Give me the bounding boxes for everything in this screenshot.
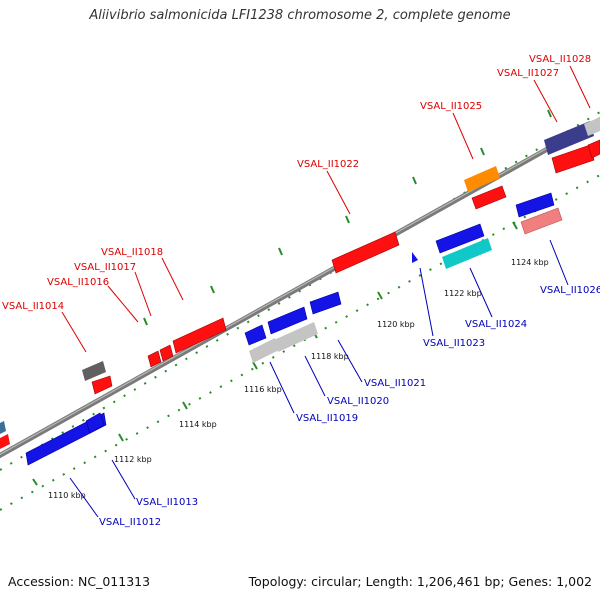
gene-box-gray-a[interactable] bbox=[249, 338, 279, 363]
leader-vsal-ii1028 bbox=[569, 65, 591, 109]
gene-arrow-vsal-ii1024[interactable] bbox=[442, 238, 492, 269]
leader-vsal-ii1024 bbox=[469, 267, 493, 318]
gene-arrow-vsal-ii1018[interactable] bbox=[172, 317, 227, 354]
leader-vsal-ii1027 bbox=[533, 79, 558, 123]
chromosome-backbone bbox=[0, 116, 600, 459]
tick-mark-fwd-f bbox=[480, 147, 485, 156]
reverse-tick-guide bbox=[0, 174, 600, 511]
gene-arrow-vsal-ii1017[interactable] bbox=[159, 344, 174, 362]
gene-arrow-red-b[interactable] bbox=[471, 185, 507, 210]
gene-label-vsal-ii1018[interactable]: VSAL_II1018 bbox=[101, 247, 163, 258]
leader-vsal-ii1012 bbox=[69, 477, 99, 518]
gene-box-darkgray[interactable] bbox=[82, 361, 106, 381]
gene-box-gray-right[interactable] bbox=[584, 117, 600, 136]
gene-arrow-red-left[interactable] bbox=[0, 434, 10, 449]
gene-arrow-vsal-ii1023[interactable] bbox=[412, 252, 418, 263]
gene-label-vsal-ii1025[interactable]: VSAL_II1025 bbox=[420, 101, 482, 112]
tick-mark-fwd-b bbox=[210, 285, 215, 294]
gene-arrow-vsal-ii1026[interactable] bbox=[520, 207, 563, 235]
tick-label-1114: 1114 kbp bbox=[179, 420, 217, 429]
gene-label-vsal-ii1014[interactable]: VSAL_II1014 bbox=[2, 301, 64, 312]
gene-label-vsal-ii1016[interactable]: VSAL_II1016 bbox=[47, 277, 109, 288]
tick-label-1116: 1116 kbp bbox=[244, 385, 282, 394]
tick-label-1110: 1110 kbp bbox=[48, 491, 86, 500]
leader-vsal-ii1019 bbox=[269, 361, 295, 414]
gene-label-vsal-ii1019[interactable]: VSAL_II1019 bbox=[296, 413, 358, 424]
gene-label-vsal-ii1026[interactable]: VSAL_II1026 bbox=[540, 285, 600, 296]
tick-mark-1116 bbox=[252, 361, 258, 370]
tick-mark-fwd-c bbox=[278, 247, 283, 256]
tick-mark-1110 bbox=[32, 478, 38, 486]
gene-label-vsal-ii1012[interactable]: VSAL_II1012 bbox=[99, 517, 161, 528]
tick-mark-1120 bbox=[377, 291, 383, 300]
leader-vsal-ii1025 bbox=[452, 112, 474, 160]
tick-mark-fwd-e bbox=[412, 176, 417, 185]
gene-box-navy[interactable] bbox=[544, 121, 594, 155]
gene-arrow-vsal-ii1022[interactable] bbox=[331, 231, 400, 274]
map-title: Aliivibrio salmonicida LFI1238 chromosom… bbox=[89, 8, 511, 23]
leader-vsal-ii1026 bbox=[549, 239, 569, 286]
gene-arrow-vsal-ii1013[interactable] bbox=[85, 412, 105, 434]
gene-arrow-vsal-ii1028[interactable] bbox=[587, 139, 600, 159]
leader-vsal-ii1013 bbox=[111, 459, 136, 500]
gene-arrow-teal[interactable] bbox=[0, 421, 6, 434]
gene-arrow-vsal-ii1027[interactable] bbox=[551, 144, 595, 174]
tick-label-1120: 1120 kbp bbox=[377, 320, 415, 329]
gene-arrow-blue-small[interactable] bbox=[244, 324, 267, 346]
tick-mark-fwd-g bbox=[547, 109, 552, 118]
leader-vsal-ii1018 bbox=[161, 257, 184, 301]
gene-arrow-vsal-ii1025[interactable] bbox=[464, 166, 500, 192]
gene-arrow-vsal-ii1021[interactable] bbox=[309, 291, 342, 315]
gene-label-vsal-ii1027[interactable]: VSAL_II1027 bbox=[497, 68, 559, 79]
tick-mark-1112 bbox=[118, 433, 124, 442]
leader-vsal-ii1023 bbox=[419, 267, 434, 337]
accession-text: Accession: NC_011313 bbox=[8, 574, 151, 589]
gene-arrow-vsal-ii1014[interactable] bbox=[91, 375, 113, 395]
gene-arrow-vsal-ii1024-blue[interactable] bbox=[435, 223, 485, 254]
leader-vsal-ii1020 bbox=[304, 355, 326, 397]
leader-vsal-ii1014 bbox=[61, 311, 87, 353]
leader-vsal-ii1022 bbox=[326, 170, 351, 215]
forward-tick-guide bbox=[0, 111, 600, 471]
tick-mark-fwd-d bbox=[345, 215, 350, 224]
leader-vsal-ii1016 bbox=[107, 285, 139, 323]
gene-arrow-blue-right[interactable] bbox=[515, 192, 555, 218]
gene-arrow-vsal-ii1019[interactable] bbox=[267, 306, 308, 335]
gene-label-vsal-ii1024[interactable]: VSAL_II1024 bbox=[465, 319, 527, 330]
gene-label-vsal-ii1013[interactable]: VSAL_II1013 bbox=[136, 497, 198, 508]
gene-label-vsal-ii1017[interactable]: VSAL_II1017 bbox=[74, 262, 136, 273]
gene-label-vsal-ii1020[interactable]: VSAL_II1020 bbox=[327, 396, 389, 407]
leader-vsal-ii1017 bbox=[134, 271, 152, 317]
tick-mark-1124 bbox=[512, 221, 518, 230]
tick-label-1118: 1118 kbp bbox=[311, 352, 349, 361]
tick-mark-1114 bbox=[182, 401, 188, 410]
gene-label-vsal-ii1021[interactable]: VSAL_II1021 bbox=[364, 378, 426, 389]
gene-label-vsal-ii1023[interactable]: VSAL_II1023 bbox=[423, 338, 485, 349]
gene-arrow-vsal-ii1016[interactable] bbox=[147, 350, 162, 368]
tick-label-1122: 1122 kbp bbox=[444, 289, 482, 298]
gene-arrow-vsal-ii1012[interactable] bbox=[25, 412, 107, 466]
gene-label-vsal-ii1022[interactable]: VSAL_II1022 bbox=[297, 159, 359, 170]
tick-label-1124: 1124 kbp bbox=[511, 258, 549, 267]
tick-mark-fwd-a bbox=[143, 317, 148, 326]
gene-label-vsal-ii1028[interactable]: VSAL_II1028 bbox=[529, 54, 591, 65]
tick-label-1112: 1112 kbp bbox=[114, 455, 152, 464]
topology-text: Topology: circular; Length: 1,206,461 bp… bbox=[248, 574, 592, 589]
leader-vsal-ii1021 bbox=[337, 339, 363, 383]
gene-box-vsal-ii1020[interactable] bbox=[274, 322, 318, 352]
